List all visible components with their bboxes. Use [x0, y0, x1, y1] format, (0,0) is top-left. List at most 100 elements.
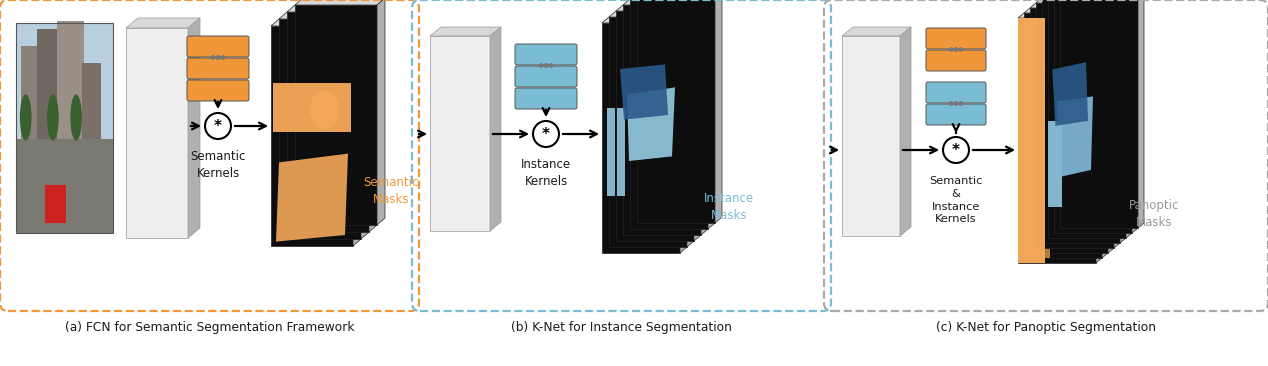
Bar — [430, 36, 489, 231]
Ellipse shape — [309, 90, 339, 130]
Circle shape — [950, 48, 952, 51]
Circle shape — [205, 113, 231, 139]
Circle shape — [539, 64, 543, 67]
Bar — [1055, 121, 1061, 207]
Polygon shape — [489, 27, 501, 231]
Bar — [16, 23, 113, 233]
Ellipse shape — [70, 94, 82, 141]
Polygon shape — [1102, 8, 1108, 258]
Text: *: * — [952, 142, 960, 157]
Circle shape — [549, 64, 553, 67]
Bar — [1036, 3, 1115, 248]
FancyBboxPatch shape — [926, 28, 987, 49]
Bar — [602, 23, 680, 253]
FancyBboxPatch shape — [186, 58, 249, 79]
Polygon shape — [1018, 13, 1102, 18]
Bar — [609, 17, 687, 247]
Bar — [618, 108, 625, 195]
Bar — [1025, 18, 1050, 258]
Bar — [279, 19, 361, 239]
Circle shape — [533, 121, 559, 147]
Bar — [82, 63, 101, 138]
Bar — [16, 23, 113, 138]
Bar — [623, 5, 701, 235]
FancyBboxPatch shape — [186, 80, 249, 101]
Polygon shape — [1052, 62, 1088, 126]
Polygon shape — [616, 5, 701, 11]
Text: (b) K-Net for Instance Segmentation: (b) K-Net for Instance Segmentation — [511, 321, 732, 334]
Polygon shape — [715, 0, 721, 223]
Polygon shape — [1030, 3, 1115, 8]
Bar — [1030, 8, 1108, 253]
Polygon shape — [1108, 3, 1115, 253]
Text: Instance
Masks: Instance Masks — [704, 192, 754, 222]
Polygon shape — [687, 11, 694, 247]
Circle shape — [960, 102, 962, 105]
Ellipse shape — [20, 94, 32, 141]
Polygon shape — [701, 0, 708, 235]
Bar — [1047, 121, 1055, 207]
Bar — [842, 36, 900, 236]
FancyBboxPatch shape — [515, 66, 577, 87]
Polygon shape — [287, 5, 377, 12]
Bar — [20, 46, 38, 138]
Circle shape — [950, 102, 952, 105]
Polygon shape — [353, 19, 361, 246]
Polygon shape — [1058, 96, 1093, 177]
Polygon shape — [680, 17, 687, 253]
Polygon shape — [1025, 8, 1108, 13]
Polygon shape — [1137, 0, 1144, 228]
Bar — [637, 0, 715, 223]
Polygon shape — [900, 27, 910, 236]
Bar — [1018, 18, 1045, 263]
Polygon shape — [295, 0, 385, 5]
Polygon shape — [1036, 0, 1120, 3]
Bar — [295, 5, 377, 225]
Polygon shape — [377, 0, 385, 225]
Text: *: * — [214, 119, 222, 134]
Polygon shape — [1096, 13, 1102, 263]
Polygon shape — [626, 87, 675, 161]
Bar — [37, 29, 58, 138]
Circle shape — [222, 56, 224, 59]
Polygon shape — [602, 17, 687, 23]
Bar — [287, 12, 369, 232]
Circle shape — [960, 48, 962, 51]
Ellipse shape — [47, 94, 58, 141]
FancyBboxPatch shape — [515, 44, 577, 65]
Text: *: * — [541, 127, 550, 142]
Polygon shape — [842, 27, 910, 36]
Polygon shape — [430, 27, 501, 36]
FancyBboxPatch shape — [515, 88, 577, 109]
Polygon shape — [279, 12, 369, 19]
FancyBboxPatch shape — [926, 104, 987, 125]
Bar — [273, 83, 351, 132]
Polygon shape — [623, 0, 708, 5]
Text: (a) FCN for Semantic Segmentation Framework: (a) FCN for Semantic Segmentation Framew… — [65, 321, 354, 334]
Circle shape — [544, 64, 548, 67]
Bar — [1042, 0, 1120, 243]
Text: Instance
Kernels: Instance Kernels — [521, 158, 571, 188]
Bar — [630, 0, 708, 229]
Polygon shape — [361, 12, 369, 239]
Text: Semantic
Kernels: Semantic Kernels — [190, 150, 246, 180]
Bar — [1047, 0, 1126, 238]
Circle shape — [217, 56, 219, 59]
Polygon shape — [620, 64, 668, 120]
Polygon shape — [694, 5, 701, 241]
FancyBboxPatch shape — [186, 36, 249, 57]
Text: Semantic
Masks: Semantic Masks — [364, 176, 418, 206]
Polygon shape — [609, 11, 694, 17]
Circle shape — [955, 48, 957, 51]
Bar — [271, 26, 353, 246]
Polygon shape — [1126, 0, 1132, 238]
Polygon shape — [1120, 0, 1126, 243]
Text: Panoptic
Masks: Panoptic Masks — [1129, 199, 1179, 229]
Circle shape — [212, 56, 214, 59]
Bar — [607, 108, 615, 195]
Bar — [46, 185, 66, 223]
Circle shape — [943, 137, 969, 163]
Bar — [1060, 0, 1137, 228]
Polygon shape — [1132, 0, 1137, 233]
Polygon shape — [188, 18, 200, 238]
